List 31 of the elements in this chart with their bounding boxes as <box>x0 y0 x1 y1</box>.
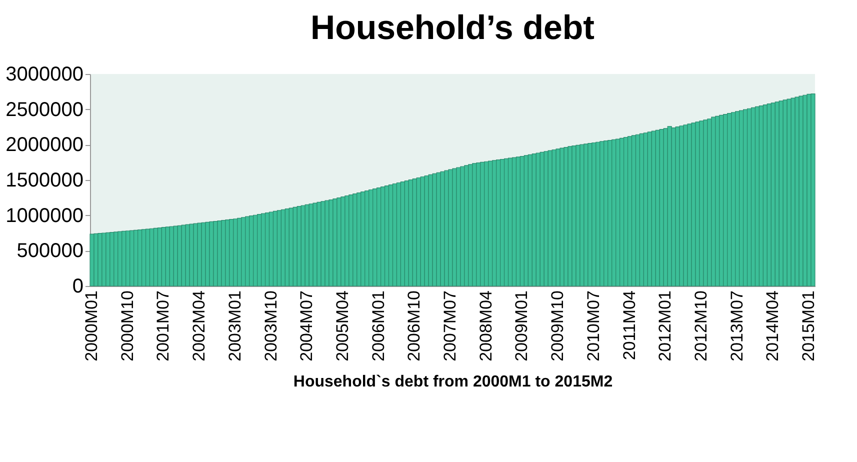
x-tick-label: 2013M07 <box>727 290 746 362</box>
y-tick-label: 2500000 <box>6 98 84 121</box>
y-tick-label: 500000 <box>16 240 84 262</box>
x-tick-label: 2011M04 <box>620 290 639 360</box>
x-axis-title: Household`s debt from 2000M1 to 2015M2 <box>293 373 613 390</box>
x-tick-label: 2005M04 <box>332 290 352 362</box>
y-tick-label: 1000000 <box>6 204 84 227</box>
y-tick-label: 3000000 <box>6 64 84 86</box>
x-tick-label: 2006M10 <box>404 290 424 362</box>
x-tick-label: 2006M01 <box>368 290 388 362</box>
x-tick-label: 2010M07 <box>584 290 603 362</box>
x-tick-label: 2007M07 <box>440 290 460 362</box>
x-tick-label: 2001M07 <box>154 290 173 362</box>
x-tick-label: 2004M07 <box>297 290 316 362</box>
x-tick-label: 2012M01 <box>656 290 675 362</box>
bar <box>810 93 816 286</box>
x-tick-label: 2000M10 <box>118 290 137 362</box>
x-tick-label: 2002M04 <box>190 290 209 362</box>
y-tick-label: 2000000 <box>6 134 84 156</box>
x-tick-label: 2009M01 <box>512 290 532 362</box>
x-tick-label: 2000M01 <box>82 290 101 362</box>
chart-title: Household’s debt <box>310 9 594 47</box>
y-tick-label: 0 <box>72 276 84 298</box>
x-tick-label: 2009M10 <box>548 290 568 362</box>
x-tick-label: 2015M01 <box>799 290 818 362</box>
x-tick-label: 2003M01 <box>225 290 244 362</box>
x-tick-label: 2014M04 <box>763 290 782 362</box>
y-tick-label: 1500000 <box>6 170 84 192</box>
x-tick-label: 2012M10 <box>691 290 710 362</box>
x-tick-label: 2008M04 <box>476 290 496 362</box>
x-tick-label: 2003M10 <box>261 290 280 362</box>
